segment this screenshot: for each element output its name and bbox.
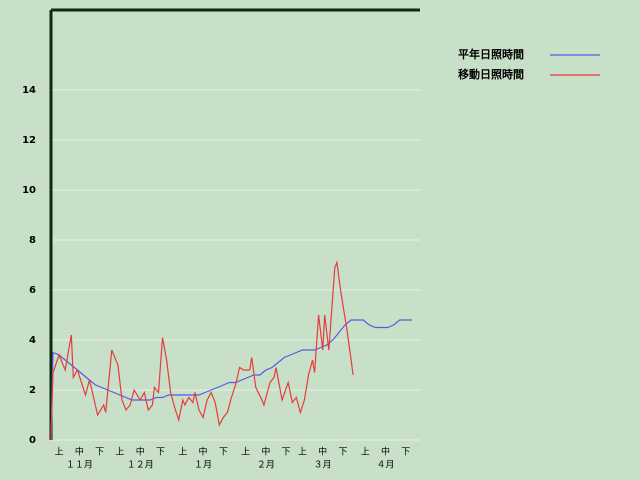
x-tick-label: 下 xyxy=(219,448,228,458)
x-tick-label: 上 xyxy=(55,447,64,458)
legend-label: 移動日照時間 xyxy=(458,67,524,81)
x-tick-label: 中 xyxy=(136,446,145,458)
x-tick-label: 上 xyxy=(361,447,370,458)
series-line xyxy=(50,319,412,441)
month-label: １２月 xyxy=(127,460,154,471)
y-tick-label: 0 xyxy=(29,435,36,446)
x-tick-label: 上 xyxy=(178,447,187,458)
x-tick-label: 上 xyxy=(241,447,250,458)
x-tick-label: 中 xyxy=(381,446,390,458)
y-tick-label: 14 xyxy=(22,85,36,96)
month-label: ４月 xyxy=(377,460,395,471)
y-tick-label: 2 xyxy=(29,385,36,396)
x-tick-label: 下 xyxy=(282,448,291,458)
x-tick-label: 上 xyxy=(115,447,124,458)
series-line xyxy=(50,260,354,441)
month-label: ２月 xyxy=(257,460,275,471)
x-tick-label: 下 xyxy=(156,448,165,458)
y-tick-label: 8 xyxy=(29,235,36,246)
x-tick-label: 中 xyxy=(318,446,327,458)
month-label: １月 xyxy=(194,460,212,471)
legend-label: 平年日照時間 xyxy=(458,47,524,61)
x-tick-label: 下 xyxy=(401,448,410,458)
month-label: ３月 xyxy=(314,460,332,471)
y-tick-label: 10 xyxy=(22,185,36,196)
month-label: １１月 xyxy=(66,460,93,471)
x-tick-label: 上 xyxy=(298,447,307,458)
y-tick-label: 12 xyxy=(22,135,36,146)
x-tick-label: 下 xyxy=(95,448,104,458)
y-tick-label: 4 xyxy=(29,335,36,346)
x-tick-label: 中 xyxy=(199,446,208,458)
y-tick-label: 6 xyxy=(29,285,36,296)
x-tick-label: 下 xyxy=(338,448,347,458)
x-tick-label: 中 xyxy=(261,446,270,458)
x-tick-label: 中 xyxy=(75,446,84,458)
